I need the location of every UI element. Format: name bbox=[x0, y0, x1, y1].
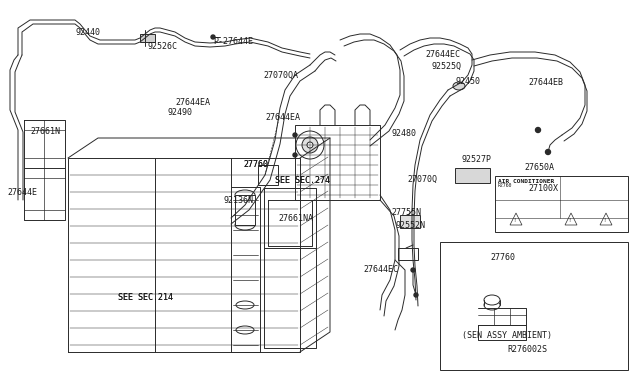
Text: (SEN ASSY AMBIENT): (SEN ASSY AMBIENT) bbox=[462, 331, 552, 340]
Text: SEE SEC.274: SEE SEC.274 bbox=[275, 176, 330, 185]
Bar bbox=[140, 34, 155, 42]
Text: R2760: R2760 bbox=[498, 183, 513, 188]
Text: 27755N: 27755N bbox=[391, 208, 421, 217]
Text: SEE SEC.214: SEE SEC.214 bbox=[118, 293, 173, 302]
Text: 27760: 27760 bbox=[243, 160, 268, 169]
Text: 92525Q: 92525Q bbox=[431, 62, 461, 71]
Text: 92450: 92450 bbox=[455, 77, 480, 86]
Text: SEE SEC.214: SEE SEC.214 bbox=[118, 293, 173, 302]
Ellipse shape bbox=[296, 131, 324, 159]
Text: !: ! bbox=[568, 218, 570, 223]
Text: 92480: 92480 bbox=[392, 129, 417, 138]
Bar bbox=[495, 176, 628, 232]
Ellipse shape bbox=[307, 142, 313, 148]
Circle shape bbox=[414, 293, 418, 297]
Circle shape bbox=[545, 150, 550, 154]
Text: AIR CONDITIONER: AIR CONDITIONER bbox=[498, 179, 554, 184]
Ellipse shape bbox=[235, 220, 255, 230]
Text: 92552N: 92552N bbox=[396, 221, 426, 230]
Text: 92490: 92490 bbox=[168, 108, 193, 117]
Ellipse shape bbox=[484, 295, 500, 305]
Text: 92440: 92440 bbox=[75, 28, 100, 37]
Text: 27644EA: 27644EA bbox=[265, 113, 300, 122]
Text: SEE SEC.274: SEE SEC.274 bbox=[275, 176, 330, 185]
Bar bbox=[455, 168, 490, 183]
Text: 27760: 27760 bbox=[490, 253, 515, 262]
Ellipse shape bbox=[236, 301, 254, 309]
Circle shape bbox=[211, 35, 215, 39]
Text: 27650A: 27650A bbox=[524, 163, 554, 172]
Text: 27644EB: 27644EB bbox=[528, 78, 563, 87]
Bar bbox=[440, 242, 628, 370]
Text: 27644EA: 27644EA bbox=[175, 98, 210, 107]
Ellipse shape bbox=[453, 82, 465, 90]
Circle shape bbox=[536, 128, 541, 132]
Text: 92136N: 92136N bbox=[224, 196, 254, 205]
Text: 27760: 27760 bbox=[243, 160, 268, 169]
Circle shape bbox=[293, 133, 297, 137]
Text: 27644EC: 27644EC bbox=[425, 50, 460, 59]
Bar bbox=[398, 248, 418, 260]
Circle shape bbox=[293, 153, 297, 157]
Circle shape bbox=[411, 268, 415, 272]
Ellipse shape bbox=[484, 300, 500, 310]
Text: 27644EC: 27644EC bbox=[363, 265, 398, 274]
Ellipse shape bbox=[302, 137, 318, 153]
Text: 27070Q: 27070Q bbox=[407, 175, 437, 184]
Text: 27644E: 27644E bbox=[7, 188, 37, 197]
Text: !: ! bbox=[513, 218, 515, 223]
Text: 27070QA: 27070QA bbox=[263, 71, 298, 80]
Ellipse shape bbox=[235, 190, 255, 200]
Text: 27100X: 27100X bbox=[528, 184, 558, 193]
Text: 27661N: 27661N bbox=[30, 127, 60, 136]
Ellipse shape bbox=[236, 326, 254, 334]
Text: 27661NA: 27661NA bbox=[278, 214, 313, 223]
Text: 92526C: 92526C bbox=[148, 42, 178, 51]
Text: 92527P: 92527P bbox=[462, 155, 492, 164]
Bar bbox=[400, 215, 420, 228]
Text: P-27644E: P-27644E bbox=[213, 37, 253, 46]
Bar bbox=[258, 165, 278, 185]
Bar bbox=[295, 125, 380, 200]
Bar bbox=[235, 195, 255, 225]
Text: !: ! bbox=[603, 218, 605, 223]
Text: R276002S: R276002S bbox=[507, 345, 547, 354]
